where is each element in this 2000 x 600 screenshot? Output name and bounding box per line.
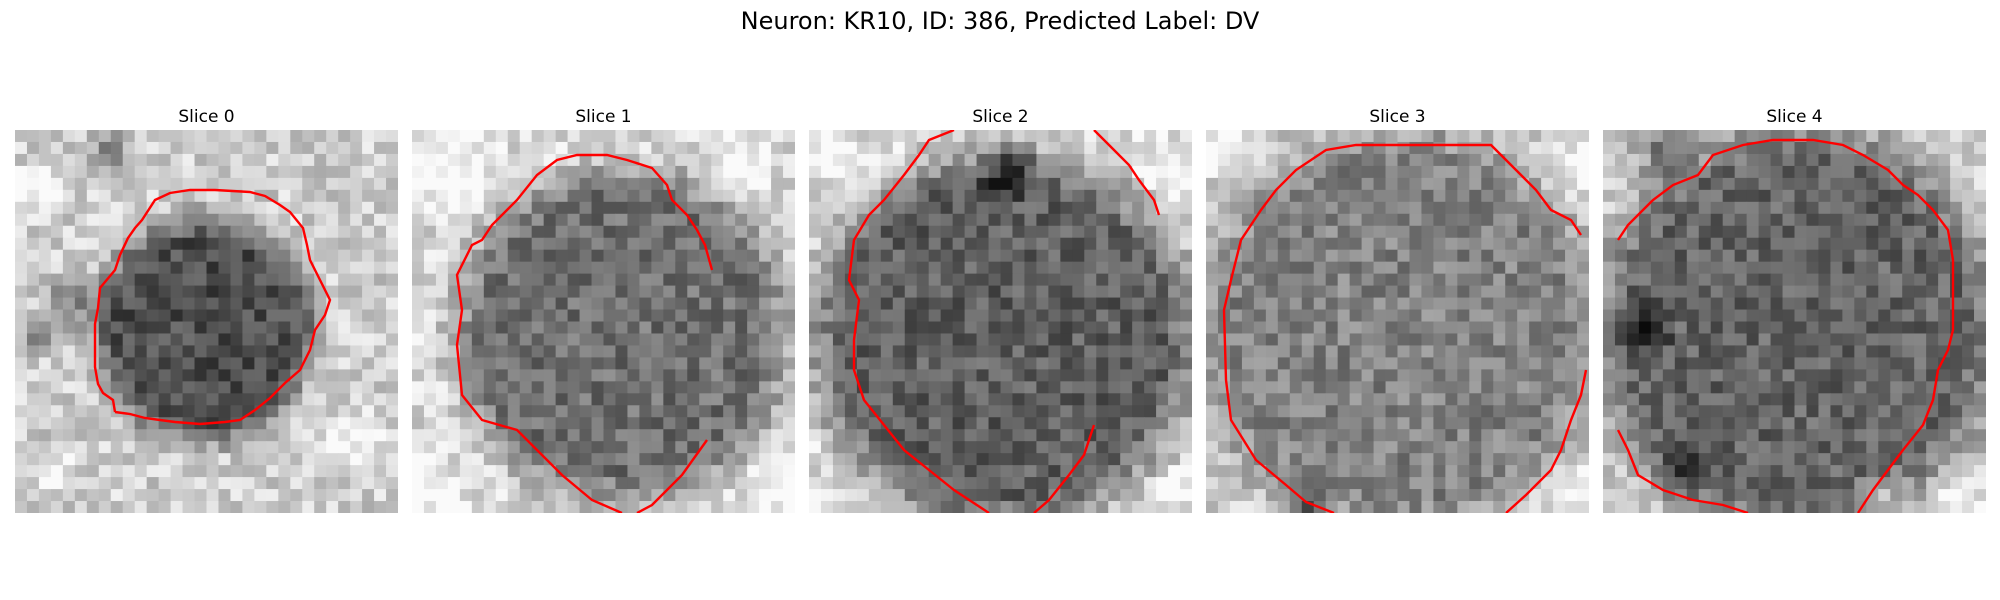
slice-pixels (809, 130, 1192, 513)
slice-image (1206, 130, 1589, 513)
segmentation-contour (1505, 369, 1588, 513)
segmentation-contour (1617, 138, 1955, 513)
slice-title: Slice 4 (1766, 107, 1823, 127)
segmentation-contour (847, 130, 990, 513)
slice-pixels (1603, 130, 1986, 513)
segmentation-contour (1616, 429, 1749, 513)
slice-image (1603, 130, 1986, 513)
figure-title: Neuron: KR10, ID: 386, Predicted Label: … (740, 7, 1260, 35)
slice-pixels (15, 130, 398, 513)
slice-panel-2: Slice 2 (809, 106, 1192, 513)
slice-pixels (412, 130, 795, 513)
segmentation-contour (93, 188, 332, 426)
slice-title: Slice 3 (1369, 107, 1426, 127)
slice-panel-3: Slice 3 (1206, 106, 1589, 513)
slice-pixels (1206, 130, 1589, 513)
slice-panel-0: Slice 0 (15, 106, 398, 513)
slice-image (15, 130, 398, 513)
slice-image (809, 130, 1192, 513)
segmentation-contour (1033, 424, 1096, 513)
segmentation-contour (455, 153, 714, 513)
slice-title: Slice 0 (178, 107, 235, 127)
segmentation-contour (1093, 130, 1161, 216)
slice-panel-1: Slice 1 (412, 106, 795, 513)
slice-panel-4: Slice 4 (1603, 106, 1986, 513)
slice-image (412, 130, 795, 513)
slice-title: Slice 1 (575, 107, 632, 127)
segmentation-contour (1222, 143, 1582, 513)
segmentation-contour (636, 439, 708, 513)
slice-title: Slice 2 (972, 107, 1029, 127)
